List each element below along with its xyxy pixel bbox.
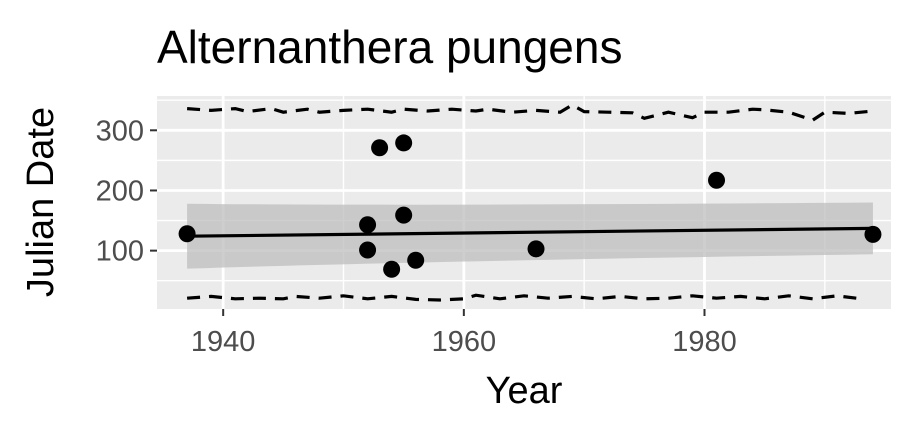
fit-line (187, 226, 873, 238)
confidence-ribbon (187, 202, 873, 269)
x-axis-ticks: 1940 1960 1980 (191, 309, 737, 358)
y-tick-label-0: 100 (96, 236, 144, 268)
data-point-2 (359, 241, 377, 259)
y-axis-title: Julian Date (20, 107, 62, 297)
upper-band-line (186, 103, 874, 122)
y-axis-ticks: 100 200 300 (96, 115, 157, 268)
y-tick-label-2: 300 (96, 115, 144, 147)
x-tick-label-1: 1960 (432, 326, 497, 358)
plot-panel (157, 96, 891, 309)
data-point-3 (371, 139, 389, 157)
data-point-1 (359, 216, 377, 234)
x-axis-title: Year (486, 370, 563, 412)
upper-band-path (186, 103, 874, 122)
data-point-5 (395, 134, 413, 152)
data-point-7 (407, 251, 425, 269)
x-tick-label-0: 1940 (191, 326, 256, 358)
chart-title: Alternanthera pungens (157, 21, 622, 73)
x-tick-label-2: 1980 (672, 326, 737, 358)
data-point-10 (864, 225, 882, 243)
lower-band-path (186, 293, 862, 302)
data-point-0 (178, 225, 196, 243)
data-point-8 (527, 240, 545, 258)
data-point-6 (395, 206, 413, 224)
lower-band-line (186, 293, 862, 302)
data-points (178, 134, 882, 278)
data-point-4 (383, 260, 401, 278)
data-point-9 (708, 171, 726, 189)
y-tick-label-1: 200 (96, 175, 144, 207)
